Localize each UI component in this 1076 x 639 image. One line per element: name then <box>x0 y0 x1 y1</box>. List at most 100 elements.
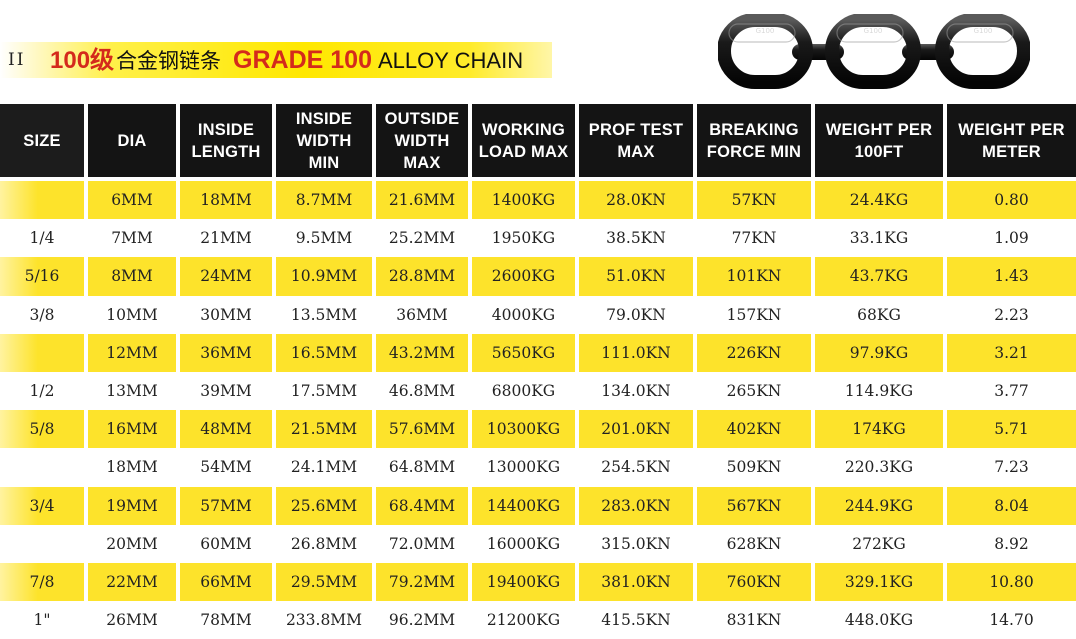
column-header-line: WEIGHT PER <box>825 120 933 139</box>
cell-working-load-max: 14400KG <box>468 486 577 525</box>
cell-inside-length: 66MM <box>176 562 274 602</box>
cell-inside-width-min: 17.5MM <box>272 371 374 411</box>
cell-inside-width-min: 24.1MM <box>272 448 374 487</box>
cell-size: 1/4 <box>0 219 86 258</box>
chain-link-3: G100 <box>935 14 1030 89</box>
cell-prof-test-max: 134.0KN <box>575 371 695 411</box>
title-alloy: ALLOY CHAIN <box>378 48 524 73</box>
cell-weight-per-meter: 10.80 <box>943 562 1076 602</box>
cell-inside-width-min: 25.6MM <box>272 486 374 525</box>
cell-inside-width-min: 8.7MM <box>272 176 374 220</box>
cell-working-load-max: 2600KG <box>468 257 577 296</box>
cell-prof-test-max: 51.0KN <box>575 257 695 296</box>
column-header-working-load-max: WORKING LOAD MAX <box>468 104 577 179</box>
column-header-line: 100FT <box>854 142 904 161</box>
cell-weight-per-100ft: 448.0KG <box>811 601 945 639</box>
table-row: 5/8 16MM 48MM 21.5MM 57.6MM 10300KG 201.0KN 402… <box>0 410 1076 449</box>
cell-breaking-force-min: 760KN <box>693 562 813 602</box>
cell-weight-per-100ft: 272KG <box>811 524 945 563</box>
table-row: 18MM 54MM 24.1MM 64.8MM 13000KG 254.5KN 509KN 2… <box>0 448 1076 487</box>
cell-inside-length: 48MM <box>176 410 274 449</box>
cell-inside-width-min: 29.5MM <box>272 562 374 602</box>
column-header-line: BREAKING <box>709 120 799 139</box>
table-row: 20MM 60MM 26.8MM 72.0MM 16000KG 315.0KN 628KN 2… <box>0 524 1076 563</box>
cell-size: 3/4 <box>0 486 86 525</box>
title-banner <box>0 42 552 78</box>
column-header-weight-per-100ft: WEIGHT PER 100FT <box>811 104 945 179</box>
column-header-line: WORKING <box>482 120 565 139</box>
cell-outside-width-max: 25.2MM <box>372 219 470 258</box>
cell-weight-per-meter: 2.23 <box>943 295 1076 334</box>
cell-inside-width-min: 16.5MM <box>272 333 374 372</box>
cell-dia: 16MM <box>84 410 178 449</box>
cell-breaking-force-min: 157KN <box>693 295 813 334</box>
cell-weight-per-meter: 8.04 <box>943 486 1076 525</box>
column-header-line: FORCE MIN <box>706 142 802 161</box>
cell-prof-test-max: 111.0KN <box>575 333 695 372</box>
column-header-line: LENGTH <box>191 142 261 161</box>
cell-breaking-force-min: 567KN <box>693 486 813 525</box>
chain-links-icon: G100 G100 G100 <box>718 14 1030 89</box>
column-header-line: DIA <box>117 131 147 150</box>
cell-prof-test-max: 315.0KN <box>575 524 695 563</box>
cell-weight-per-100ft: 43.7KG <box>811 257 945 296</box>
column-header-line: WEIGHT PER <box>958 120 1065 139</box>
column-header-inside-length: INSIDE LENGTH <box>176 104 274 179</box>
cell-outside-width-max: 57.6MM <box>372 410 470 449</box>
cell-weight-per-meter: 0.80 <box>943 176 1076 220</box>
cell-dia: 10MM <box>84 295 178 334</box>
cell-prof-test-max: 415.5KN <box>575 601 695 639</box>
cell-working-load-max: 5650KG <box>468 333 577 372</box>
column-header-line: INSIDE <box>295 109 353 128</box>
chain-link-1: G100 <box>718 14 813 89</box>
link-mark: G100 <box>974 27 993 35</box>
page-title: 100级合金钢链条 GRADE 100 ALLOY CHAIN <box>50 44 523 76</box>
cell-dia: 20MM <box>84 524 178 563</box>
cell-inside-width-min: 26.8MM <box>272 524 374 563</box>
table-row: 5/16 8MM 24MM 10.9MM 28.8MM 2600KG 51.0KN 101KN… <box>0 257 1076 296</box>
cell-weight-per-100ft: 329.1KG <box>811 562 945 602</box>
cell-breaking-force-min: 265KN <box>693 371 813 411</box>
column-header-line: INSIDE <box>197 120 255 139</box>
cell-inside-length: 36MM <box>176 333 274 372</box>
column-header-line: MAX <box>617 142 655 161</box>
column-header-line: SIZE <box>23 131 61 150</box>
section-numeral: II <box>8 50 26 70</box>
cell-weight-per-100ft: 97.9KG <box>811 333 945 372</box>
cell-outside-width-max: 68.4MM <box>372 486 470 525</box>
cell-size: 3/8 <box>0 295 86 334</box>
cell-working-load-max: 4000KG <box>468 295 577 334</box>
column-header-breaking-force-min: BREAKING FORCE MIN <box>693 104 813 179</box>
column-header-prof-test-max: PROF TEST MAX <box>575 104 695 179</box>
table-row: 7/8 22MM 66MM 29.5MM 79.2MM 19400KG 381.0KN 760… <box>0 562 1076 602</box>
cell-inside-width-min: 10.9MM <box>272 257 374 296</box>
cell-weight-per-meter: 1.43 <box>943 257 1076 296</box>
cell-prof-test-max: 381.0KN <box>575 562 695 602</box>
cell-outside-width-max: 43.2MM <box>372 333 470 372</box>
cell-size <box>0 448 86 487</box>
cell-weight-per-meter: 14.70 <box>943 601 1076 639</box>
cell-outside-width-max: 46.8MM <box>372 371 470 411</box>
column-header-size: SIZE <box>0 104 86 179</box>
cell-outside-width-max: 72.0MM <box>372 524 470 563</box>
cell-prof-test-max: 283.0KN <box>575 486 695 525</box>
cell-weight-per-meter: 8.92 <box>943 524 1076 563</box>
cell-weight-per-meter: 1.09 <box>943 219 1076 258</box>
chain-link-2: G100 <box>825 14 921 89</box>
cell-outside-width-max: 21.6MM <box>372 176 470 220</box>
cell-inside-length: 78MM <box>176 601 274 639</box>
cell-weight-per-100ft: 114.9KG <box>811 371 945 411</box>
cell-outside-width-max: 64.8MM <box>372 448 470 487</box>
cell-outside-width-max: 28.8MM <box>372 257 470 296</box>
cell-breaking-force-min: 77KN <box>693 219 813 258</box>
cell-prof-test-max: 38.5KN <box>575 219 695 258</box>
cell-weight-per-meter: 3.21 <box>943 333 1076 372</box>
cell-inside-width-min: 9.5MM <box>272 219 374 258</box>
cell-dia: 13MM <box>84 371 178 411</box>
cell-dia: 19MM <box>84 486 178 525</box>
cell-dia: 12MM <box>84 333 178 372</box>
cell-dia: 26MM <box>84 601 178 639</box>
cell-inside-length: 18MM <box>176 176 274 220</box>
cell-weight-per-meter: 7.23 <box>943 448 1076 487</box>
column-header-line: MAX <box>403 153 441 172</box>
